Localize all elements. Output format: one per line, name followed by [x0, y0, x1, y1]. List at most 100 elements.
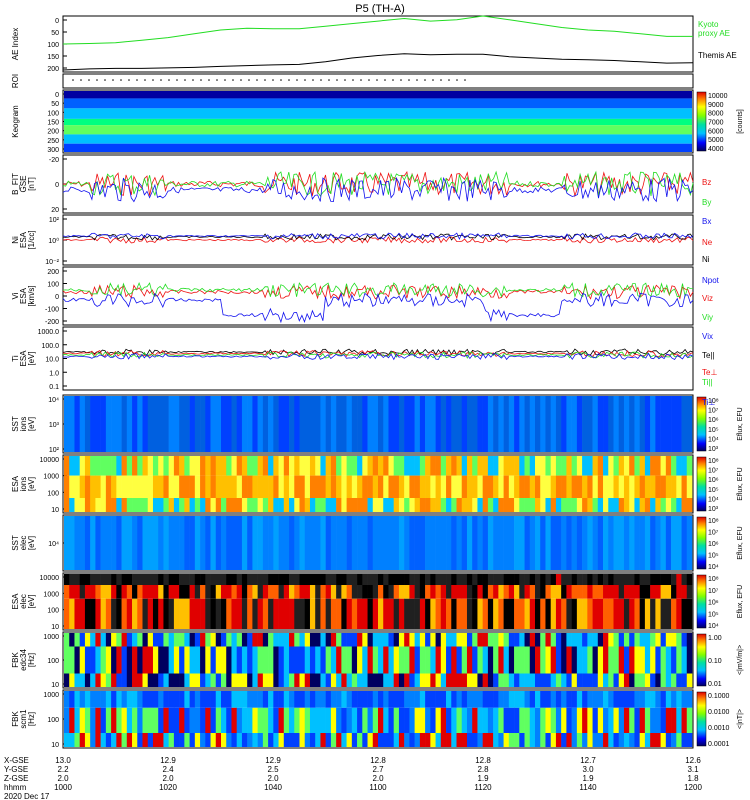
spectrogram-cell: [398, 646, 405, 674]
spectrogram-cell: [346, 498, 353, 512]
spectrogram-cell: [84, 475, 91, 498]
spectrogram-cell: [142, 574, 149, 585]
spectrogram-cell: [299, 574, 306, 585]
spectrogram-cell: [665, 516, 672, 570]
spectrogram-cell: [100, 707, 107, 733]
spectrogram-cell: [362, 475, 368, 498]
spectrogram-cell: [487, 691, 494, 708]
roi-marker: [408, 79, 410, 81]
spectrogram-cell: [639, 673, 646, 687]
spectrogram-cell: [273, 585, 279, 599]
colorbar: [696, 633, 707, 687]
spectrogram-cell: [514, 396, 520, 452]
spectrogram-cell: [226, 733, 232, 747]
keogram-band: [64, 108, 692, 119]
y-tick-label: 10: [51, 682, 59, 689]
colorbar-tick-label: 10⁶: [708, 417, 719, 424]
spectrogram-cell: [357, 396, 363, 452]
spectrogram-cell: [446, 574, 452, 585]
spectrogram-cell: [132, 498, 138, 512]
spectrogram-cell: [555, 633, 562, 647]
spectrogram-cell: [456, 633, 463, 647]
spectrogram-cell: [493, 733, 499, 747]
spectrogram-cell: [676, 585, 682, 599]
x-tick-label: 1.9: [477, 774, 489, 783]
spectrogram-cell: [597, 707, 604, 733]
spectrogram-cell: [592, 574, 599, 585]
spectrogram-cell: [461, 498, 468, 512]
spectrogram-cell: [440, 475, 447, 498]
colorbar: [696, 574, 707, 629]
spectrogram-cell: [268, 673, 274, 687]
spectrogram-cell: [257, 691, 264, 708]
spectrogram-cell: [262, 585, 269, 599]
spectrogram-cell: [132, 475, 138, 498]
spectrogram-cell: [623, 598, 630, 629]
spectrogram-cell: [79, 585, 86, 599]
colorbar-tick-label: 10⁶: [708, 541, 719, 548]
spectrogram-cell: [194, 456, 201, 476]
spectrogram-cell: [221, 516, 227, 570]
spectrogram-cell: [179, 673, 185, 687]
spectrogram-cell: [404, 633, 410, 647]
spectrogram-cell: [603, 585, 609, 599]
spectrogram-cell: [111, 456, 117, 476]
spectrogram-cell: [603, 673, 609, 687]
spectrogram-cell: [126, 598, 133, 629]
y-axis-label: ESA: [19, 231, 28, 248]
spectrogram-cell: [639, 646, 646, 674]
spectrogram-cell: [613, 585, 620, 599]
spectrogram-cell: [90, 585, 96, 599]
spectrogram-cell: [268, 691, 274, 708]
spectrogram-cell: [550, 633, 557, 647]
spectrogram-cell: [587, 516, 593, 570]
spectrogram-cell: [430, 574, 436, 585]
colorbar-tick-label: 8000: [708, 111, 724, 118]
roi-marker: [264, 79, 266, 81]
spectrogram-cell: [425, 707, 431, 733]
spectrogram-cell: [132, 646, 138, 674]
y-tick-label: 150: [47, 54, 59, 61]
spectrogram-cell: [278, 733, 285, 747]
colorbar-label: Eflux, EFU: [737, 407, 744, 440]
spectrogram-cell: [383, 574, 389, 585]
spectrogram-cell: [320, 707, 326, 733]
spectrogram-cell: [430, 475, 436, 498]
spectrogram-cell: [158, 691, 164, 708]
spectrogram-cell: [524, 598, 531, 629]
roi-marker: [312, 79, 314, 81]
spectrogram-cell: [681, 574, 688, 585]
spectrogram-cell: [226, 585, 232, 599]
spectrogram-cell: [529, 707, 536, 733]
spectrogram-cell: [299, 475, 306, 498]
spectrogram-cell: [487, 733, 494, 747]
spectrogram-cell: [194, 574, 201, 585]
spectrogram-cell: [435, 498, 442, 512]
spectrogram-cell: [398, 475, 405, 498]
spectrogram-cell: [623, 516, 630, 570]
spectrogram-cell: [446, 585, 452, 599]
spectrogram-cell: [100, 498, 107, 512]
spectrogram-cell: [210, 646, 217, 674]
spectrogram-cell: [273, 516, 279, 570]
spectrogram-cell: [315, 673, 321, 687]
spectrogram-cell: [404, 598, 410, 629]
spectrogram-cell: [623, 574, 630, 585]
spectrogram-cell: [482, 691, 489, 708]
spectrogram-cell: [440, 585, 447, 599]
roi-marker: [112, 79, 114, 81]
spectrogram-cell: [440, 707, 447, 733]
spectrogram-cell: [278, 516, 285, 570]
spectrogram-cell: [514, 633, 520, 647]
spectrogram-cell: [205, 396, 211, 452]
spectrogram-cell: [545, 456, 551, 476]
spectrogram-cell: [173, 598, 180, 629]
spectrogram-cell: [414, 585, 421, 599]
spectrogram-cell: [561, 707, 567, 733]
spectrogram-cell: [540, 733, 546, 747]
spectrogram-cell: [362, 691, 368, 708]
spectrogram-cell: [466, 498, 473, 512]
spectrogram-cell: [587, 673, 593, 687]
y-tick-label: 10⁻²: [45, 259, 59, 266]
spectrogram-cell: [132, 456, 138, 476]
